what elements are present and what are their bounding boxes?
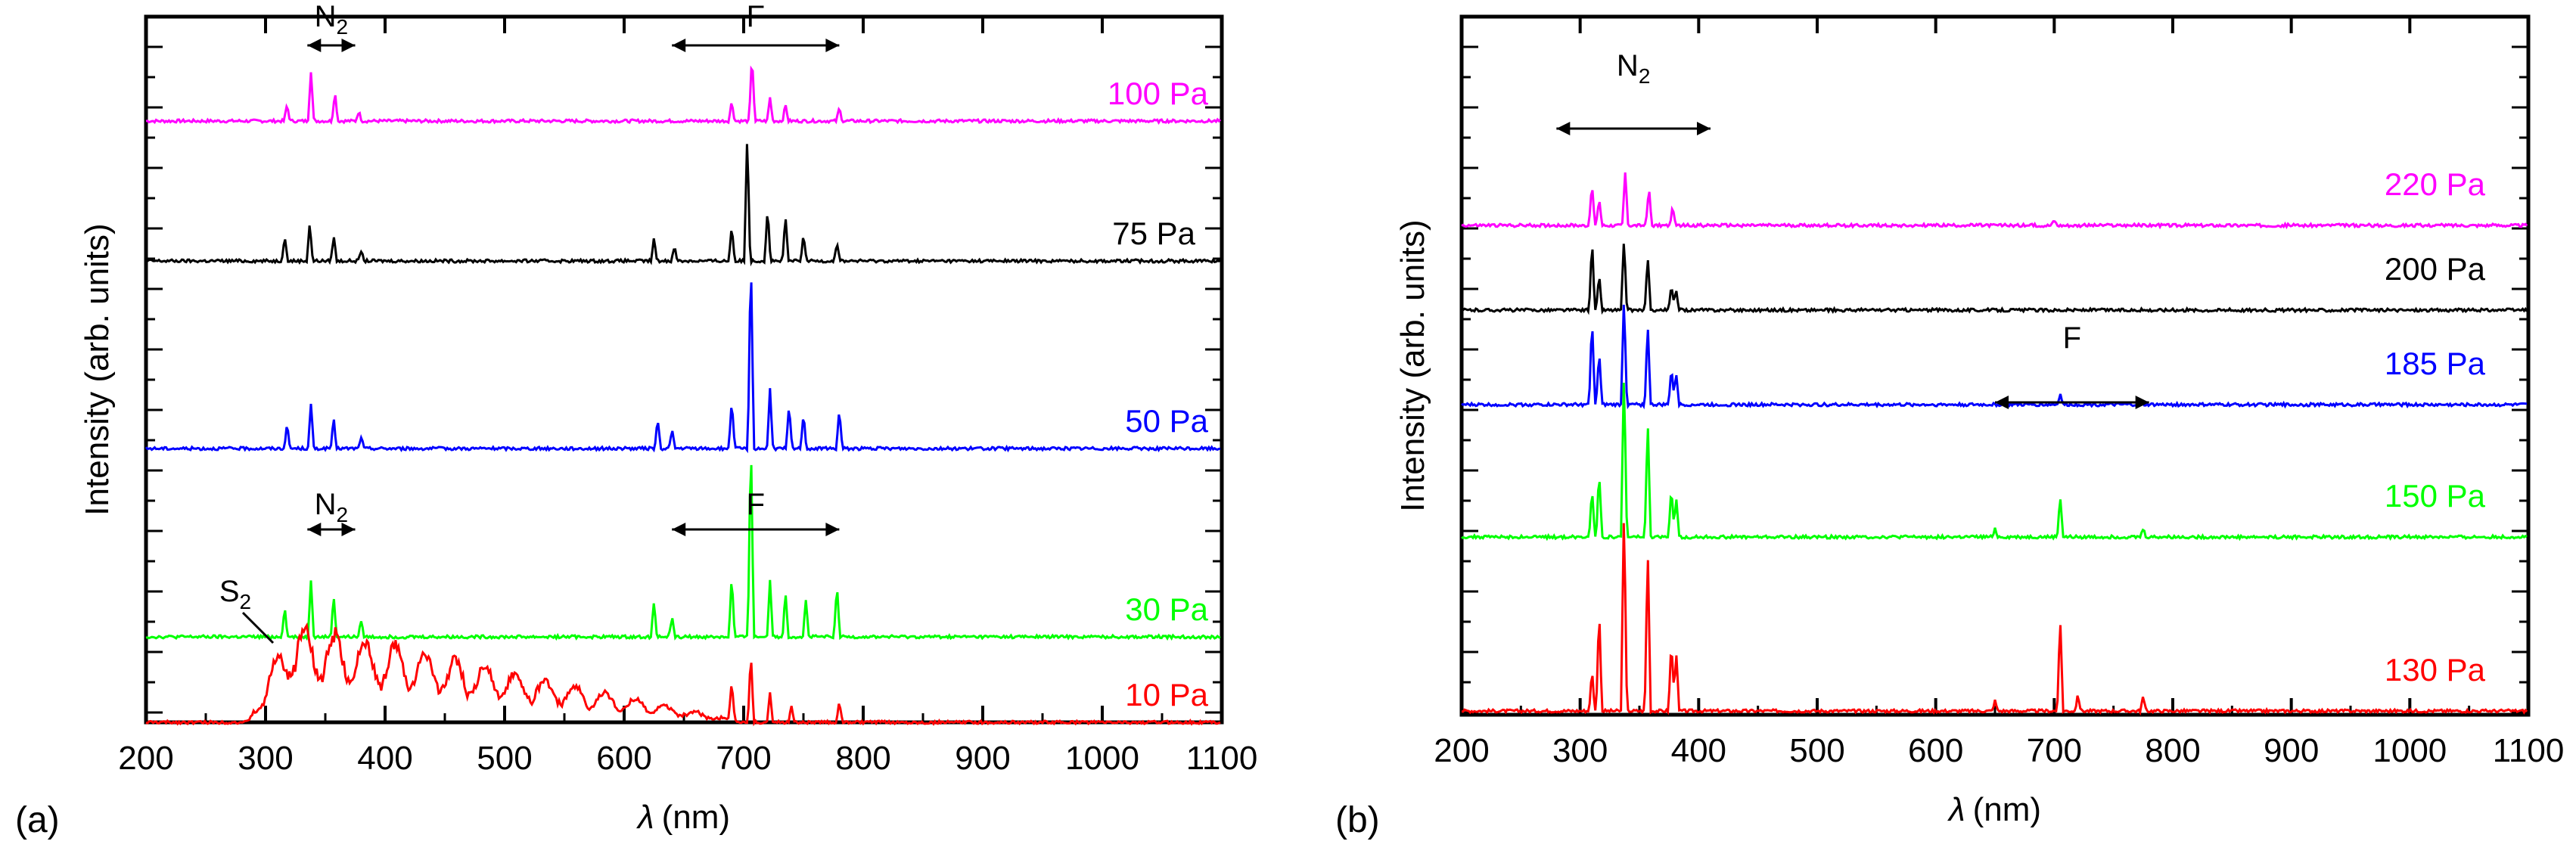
x-tick-label: 400 bbox=[1671, 732, 1726, 769]
panel-a-chart: 200 300 400 500 600 700 800 900 1000 1100 λ (nm) Int… bbox=[15, 0, 1257, 840]
x-tick-label: 600 bbox=[596, 740, 651, 777]
annotation-arrow bbox=[241, 611, 275, 644]
x-tick-label: 600 bbox=[1908, 732, 1963, 769]
series-line bbox=[145, 464, 1221, 641]
annotation-arrowhead bbox=[825, 523, 840, 536]
annotation-arrowhead bbox=[825, 39, 840, 52]
x-tick-label: 700 bbox=[716, 740, 771, 777]
annotation-main: N bbox=[1617, 49, 1639, 82]
x-tick-label: 800 bbox=[2145, 732, 2200, 769]
annotation-arrowhead bbox=[1556, 122, 1571, 135]
x-axis-unit: (nm) bbox=[1973, 791, 2041, 828]
x-axis-symbol: λ bbox=[636, 799, 654, 836]
x-tick-label: 300 bbox=[1552, 732, 1608, 769]
annotation-main: S bbox=[219, 575, 240, 608]
series-label: 130 Pa bbox=[2385, 652, 2486, 688]
x-tick-label: 200 bbox=[1434, 732, 1489, 769]
x-tick-label: 900 bbox=[2264, 732, 2319, 769]
annotation-arrowhead bbox=[672, 39, 686, 52]
x-tick-label: 1000 bbox=[2372, 732, 2447, 769]
series-label: 185 Pa bbox=[2385, 346, 2486, 381]
x-tick-label: 200 bbox=[118, 740, 173, 777]
panel-b-chart: 200 300 400 500 600 700 800 900 1000 1100 λ (nm) Int… bbox=[1335, 14, 2565, 840]
series-line bbox=[1461, 244, 2528, 315]
series-line bbox=[1461, 172, 2528, 230]
series-line bbox=[145, 622, 1221, 727]
annotation-main: F bbox=[2063, 321, 2081, 355]
annotation-arrowhead bbox=[1697, 122, 1711, 135]
series-label: 50 Pa bbox=[1125, 403, 1208, 439]
annotation-sub: 2 bbox=[337, 15, 349, 39]
x-tick-label: 300 bbox=[238, 740, 293, 777]
x-tick-label: 1100 bbox=[2493, 732, 2565, 769]
panel-label: (b) bbox=[1335, 800, 1380, 840]
x-axis-label: λ (nm) bbox=[636, 799, 730, 836]
annotation-sub: 2 bbox=[240, 590, 252, 613]
series-label: 100 Pa bbox=[1108, 76, 1209, 111]
x-axis-symbol: λ bbox=[1947, 791, 1965, 828]
annotation-label: N2 bbox=[315, 0, 348, 39]
series-label: 150 Pa bbox=[2385, 478, 2486, 514]
series-label: 10 Pa bbox=[1125, 677, 1208, 712]
series-label: 30 Pa bbox=[1125, 591, 1208, 627]
annotation-main: N bbox=[315, 488, 337, 521]
panel-label: (a) bbox=[15, 800, 60, 840]
annotation-arrowhead bbox=[672, 523, 686, 536]
series-label: 200 Pa bbox=[2385, 251, 2486, 287]
annotation-label: N2 bbox=[315, 488, 348, 526]
x-axis-unit: (nm) bbox=[662, 799, 730, 836]
annotation-label: F bbox=[747, 488, 765, 521]
annotation-arrowhead bbox=[1995, 396, 2009, 409]
annotation-label: N2 bbox=[1617, 49, 1650, 88]
annotation-arrowhead bbox=[307, 523, 322, 536]
series-line bbox=[145, 144, 1221, 267]
annotation-main: F bbox=[747, 488, 765, 521]
annotation-label: F bbox=[2063, 321, 2081, 355]
series-line bbox=[1461, 304, 2528, 410]
annotation-arrowhead bbox=[341, 39, 356, 52]
x-axis-label: λ (nm) bbox=[1947, 791, 2041, 828]
series-line bbox=[144, 282, 1221, 454]
x-tick-label: 700 bbox=[2027, 732, 2082, 769]
series-label: 220 Pa bbox=[2385, 166, 2486, 202]
series-line bbox=[145, 65, 1222, 126]
x-tick-label: 400 bbox=[357, 740, 412, 777]
x-tick-label: 1000 bbox=[1065, 740, 1139, 777]
annotation-main: N bbox=[315, 0, 337, 33]
annotation-sub: 2 bbox=[1639, 64, 1651, 88]
annotation-label: S2 bbox=[219, 575, 251, 613]
annotation-arrowhead bbox=[341, 523, 356, 536]
y-axis-label: Intensity (arb. units) bbox=[79, 223, 116, 515]
series-line bbox=[1462, 523, 2528, 716]
y-axis-label: Intensity (arb. units) bbox=[1394, 219, 1431, 511]
x-tick-label: 500 bbox=[1789, 732, 1844, 769]
annotation-sub: 2 bbox=[337, 503, 349, 526]
series-label: 75 Pa bbox=[1112, 216, 1195, 251]
x-tick-label: 1100 bbox=[1186, 740, 1258, 777]
annotation-arrowhead bbox=[2135, 396, 2149, 409]
x-tick-label: 500 bbox=[477, 740, 532, 777]
annotation-main: F bbox=[747, 0, 765, 33]
x-tick-label: 900 bbox=[955, 740, 1010, 777]
annotation-label: F bbox=[747, 0, 765, 33]
x-tick-label: 800 bbox=[835, 740, 890, 777]
annotation-arrowhead bbox=[307, 39, 322, 52]
series-line bbox=[1461, 382, 2528, 542]
